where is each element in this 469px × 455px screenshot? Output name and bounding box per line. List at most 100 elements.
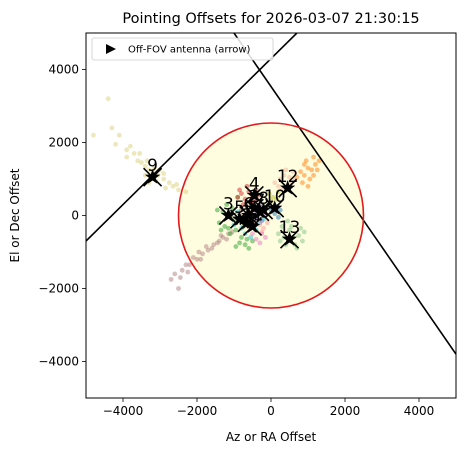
scatter-point (214, 240, 220, 246)
scatter-point (276, 183, 281, 189)
scatter-point (194, 256, 200, 262)
antenna-star (220, 207, 237, 222)
antenna-star (281, 231, 298, 246)
scatter-point (203, 244, 209, 249)
scatter-point (237, 187, 242, 193)
scatter-point (301, 172, 307, 178)
scatter-point (163, 185, 168, 191)
scatter-point (244, 236, 250, 242)
scatter-point (185, 269, 191, 275)
scatter-point (161, 176, 167, 182)
scatter-point (285, 218, 291, 224)
scatter-point (301, 229, 307, 235)
scatter-point (240, 202, 246, 207)
scatter-point (237, 240, 242, 246)
antenna-label: 7 (254, 191, 265, 211)
scatter-point (142, 163, 148, 169)
scatter-point (209, 245, 215, 251)
fov-circle-fill (178, 123, 364, 308)
scatter-point (218, 233, 224, 238)
scatter-point (274, 196, 279, 202)
scatter-point (218, 227, 224, 233)
scatter-point (303, 158, 309, 164)
scatter-point (290, 169, 296, 175)
boundary-lines (86, 33, 456, 355)
legend-entry: Off-FOV antenna (arrow) (128, 45, 251, 56)
scatter-point (283, 167, 289, 173)
scatter-point (246, 245, 252, 251)
scatter-point (264, 220, 270, 226)
antenna-label: 9 (147, 156, 158, 176)
x-axis-label: Az or RA Offset (226, 430, 317, 444)
scatter-point (276, 231, 281, 237)
antenna-star (241, 207, 257, 222)
scatter-point (124, 154, 130, 160)
x-tick-label: 4000 (404, 404, 435, 418)
scatter-point (296, 233, 302, 238)
scatter-point (287, 227, 292, 233)
scatter-point (279, 187, 285, 193)
antenna-star (244, 218, 261, 233)
scatter-point (127, 143, 133, 149)
scatter-point (257, 222, 263, 228)
scatter-point (139, 160, 144, 165)
scatter-point (198, 256, 204, 262)
antenna-label: 11 (242, 205, 264, 225)
scatter-point (305, 165, 311, 171)
scatter-point (316, 158, 322, 164)
antenna-star (246, 187, 262, 202)
y-tick-label: 4000 (48, 63, 79, 77)
scatter-point (279, 224, 285, 229)
scatter-point (222, 224, 228, 229)
x-axis-ticks: −4000 −2000 0 2000 4000 (103, 398, 435, 418)
scatter-point (161, 171, 167, 176)
scatter-point (172, 271, 178, 277)
x-tick-label: −2000 (177, 404, 218, 418)
scatter-point (113, 141, 118, 147)
scatter-point (307, 176, 313, 182)
scatter-point (211, 242, 217, 248)
scatter-point (91, 132, 96, 138)
antenna-star (239, 214, 255, 230)
scatter-point (300, 238, 305, 244)
scatter-point (168, 276, 174, 282)
scatter-point (124, 147, 130, 153)
scatter-point (277, 207, 283, 213)
scatter-point (224, 202, 230, 207)
y-tick-label: −2000 (38, 282, 79, 296)
scatter-point (263, 235, 268, 240)
scatter-point (105, 96, 111, 102)
y-axis-label: El or Dec Offset (8, 168, 22, 262)
scatter-point (235, 194, 241, 200)
scatter-point (109, 125, 115, 131)
scatter-point (309, 167, 315, 173)
scatter-point (146, 167, 152, 173)
scatter-point (196, 249, 202, 255)
scatter-point (176, 286, 181, 291)
scatter-point (116, 132, 122, 138)
scatter-point (214, 207, 220, 213)
scatter-point (298, 225, 303, 231)
scatter-point (276, 189, 281, 195)
scatter-point (270, 194, 276, 200)
scatter-point (166, 180, 172, 186)
scatter-point (300, 180, 305, 186)
boundary-line (86, 33, 298, 242)
antenna-label: 4 (249, 174, 260, 194)
scatter-point (277, 238, 283, 244)
scatter-point (288, 224, 294, 229)
scatter-point (177, 275, 183, 280)
scatter-point (301, 162, 307, 167)
arrow-marker-icon (106, 44, 116, 54)
antenna-star (280, 180, 296, 195)
scatter-point (179, 267, 185, 273)
scatter-point (200, 251, 205, 257)
antenna-star (246, 200, 262, 215)
scatter-point (226, 225, 231, 231)
scatter-point (266, 191, 272, 197)
scatter-point (227, 231, 233, 237)
scatter-point (205, 247, 211, 253)
antenna-label: 13 (279, 218, 301, 238)
scatter-point (233, 244, 239, 249)
